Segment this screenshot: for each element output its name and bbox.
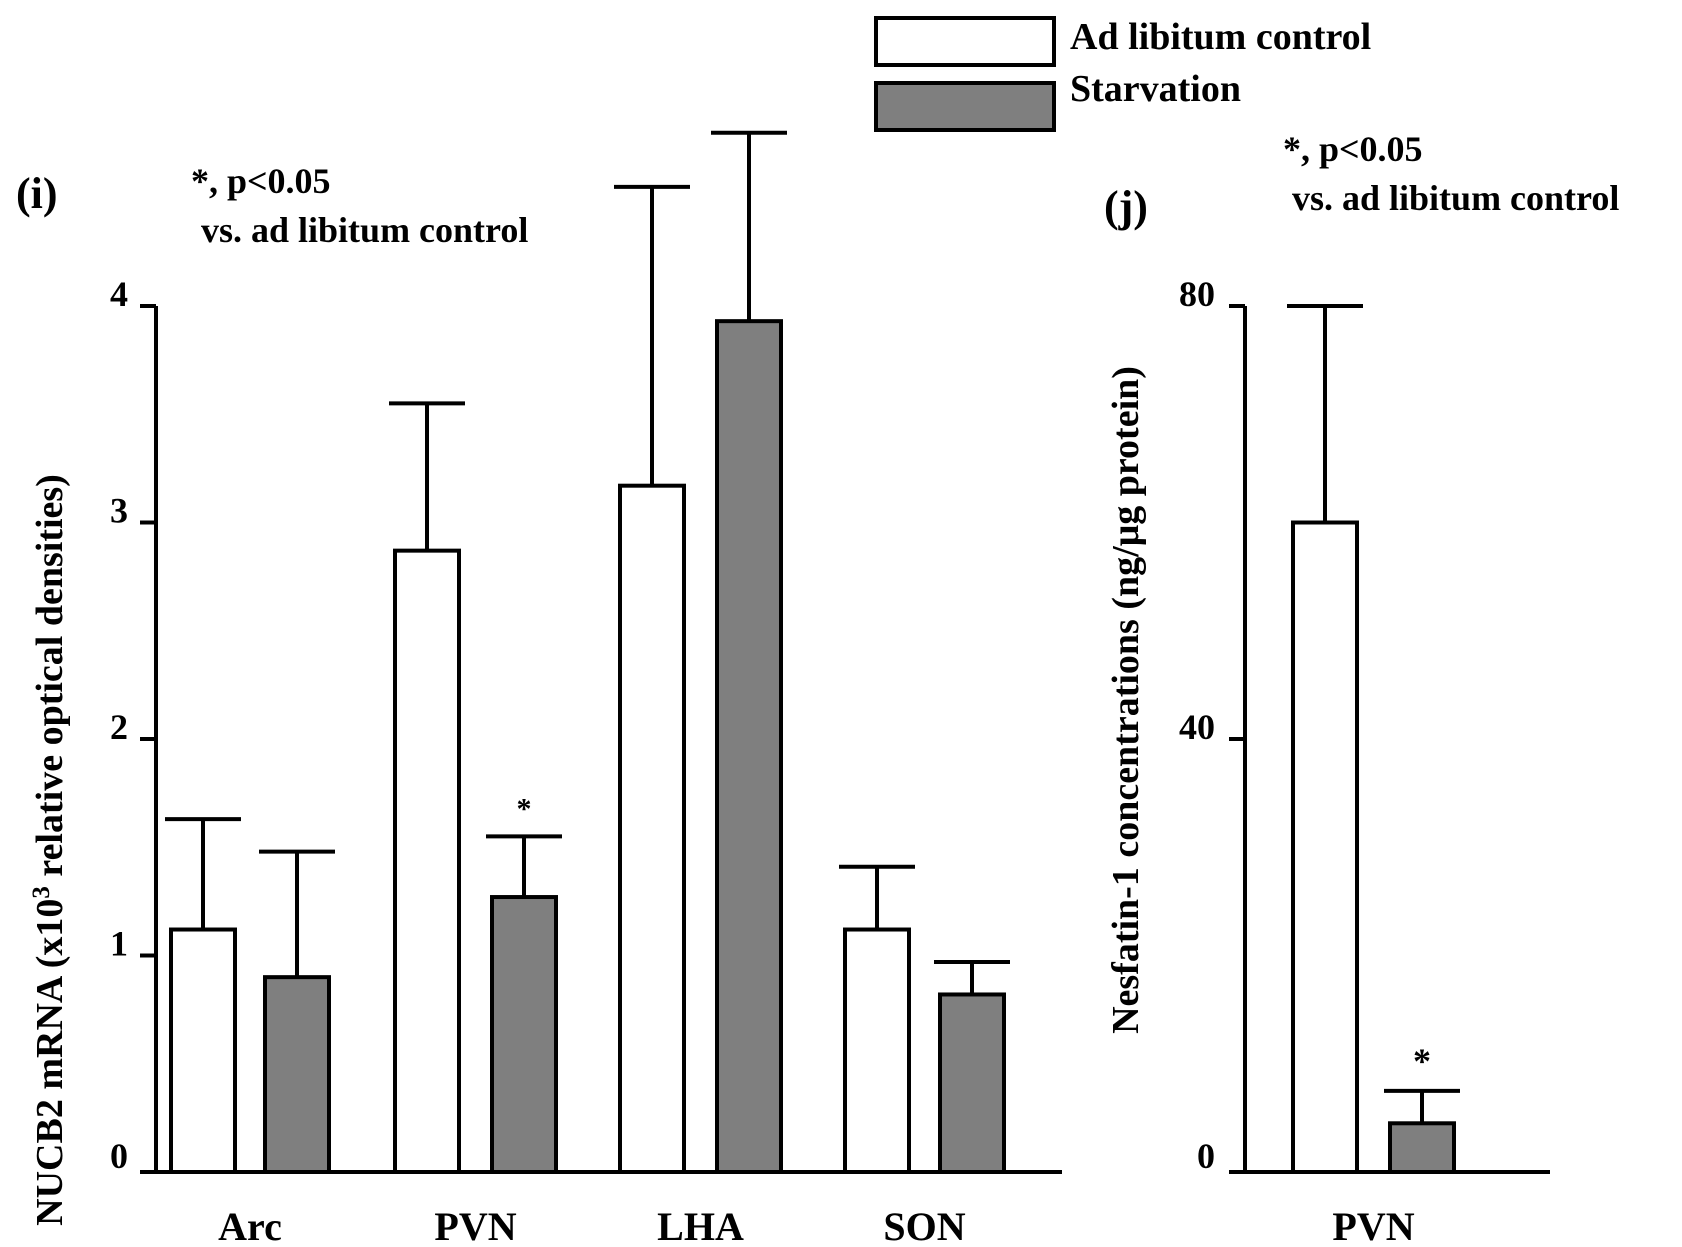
- x-category-label-pvn: PVN: [434, 1204, 516, 1247]
- x-category-label-son: SON: [883, 1204, 965, 1247]
- bar-son-control: [843, 927, 911, 1175]
- bar-pvn-control: [1291, 520, 1359, 1174]
- panel-j-chart: (j) *, p<0.05 vs. ad libitum control Nes…: [1104, 129, 1619, 1247]
- legend-label-starvation: Starvation: [1070, 68, 1241, 110]
- x-category-label-arc: Arc: [218, 1204, 282, 1247]
- y-tick-label-i: 0: [110, 1136, 128, 1176]
- y-tick-label-i: 4: [110, 274, 128, 314]
- y-tick-label-i: 1: [110, 924, 128, 964]
- y-axis-label-i: NUCB2 mRNA (x103 relative optical densit…: [28, 474, 71, 1226]
- bar-lha-control: [618, 483, 686, 1174]
- legend-swatch-control: [874, 16, 1056, 67]
- bar-pvn-starvation: [490, 895, 558, 1174]
- bar-son-starvation: [938, 992, 1006, 1174]
- panel-label-i: (i): [16, 169, 58, 218]
- bar-lha-starvation: [715, 319, 783, 1174]
- significance-star: *: [1413, 1041, 1431, 1081]
- y-tick-label-j: 80: [1179, 274, 1215, 314]
- significance-note-line2-j: vs. ad libitum control: [1292, 178, 1619, 218]
- bar-pvn-starvation: [1388, 1121, 1456, 1174]
- y-tick-label-j: 0: [1197, 1136, 1215, 1176]
- significance-note-line2-i: vs. ad libitum control: [201, 210, 528, 250]
- y-tick-label-i: 2: [110, 707, 128, 747]
- bar-arc-starvation: [263, 975, 331, 1175]
- panel-i-chart: (i) *, p<0.05 vs. ad libitum control NUC…: [16, 130, 1062, 1247]
- significance-star: *: [517, 792, 532, 825]
- bar-pvn-control: [393, 548, 461, 1174]
- significance-note-line1-i: *, p<0.05: [191, 161, 331, 201]
- legend: Ad libitum control Starvation: [874, 16, 1371, 132]
- y-axis-label-j: Nesfatin-1 concentrations (ng/μg protein…: [1105, 366, 1147, 1034]
- x-category-label-lha: LHA: [657, 1204, 744, 1247]
- significance-note-line1-j: *, p<0.05: [1283, 129, 1423, 169]
- legend-label-control: Ad libitum control: [1070, 16, 1371, 58]
- x-category-label-pvn: PVN: [1332, 1204, 1414, 1247]
- panel-label-j: (j): [1104, 182, 1148, 231]
- y-tick-label-i: 3: [110, 491, 128, 531]
- y-tick-label-j: 40: [1179, 707, 1215, 747]
- bar-arc-control: [169, 927, 237, 1175]
- legend-swatch-starvation: [874, 81, 1056, 132]
